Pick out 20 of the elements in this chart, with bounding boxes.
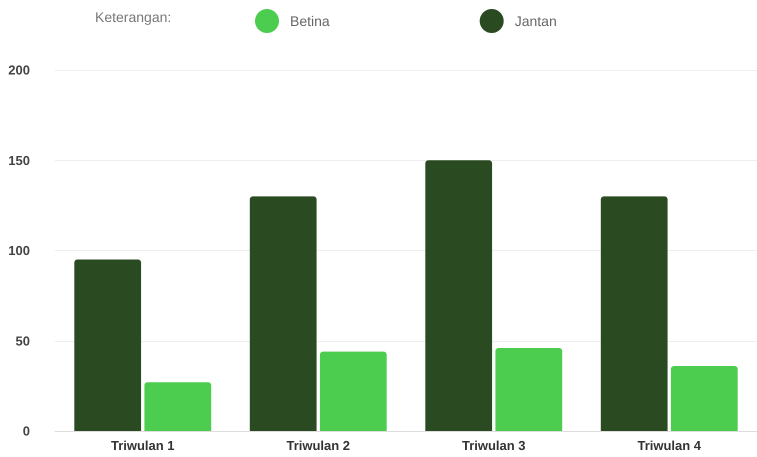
bar xyxy=(74,260,142,431)
y-tick-label: 100 xyxy=(8,243,30,258)
bar xyxy=(495,348,562,431)
bar xyxy=(320,352,387,431)
x-tick-label: Triwulan 3 xyxy=(462,438,526,453)
x-tick-label: Triwulan 1 xyxy=(110,438,175,453)
bar xyxy=(670,366,738,431)
x-tick-label: Triwulan 4 xyxy=(637,438,702,453)
legend-title: Keterangan: xyxy=(95,9,172,25)
bar xyxy=(425,160,492,431)
bar xyxy=(250,196,317,431)
y-tick-label: 150 xyxy=(8,152,30,168)
legend-label: Betina xyxy=(290,13,330,29)
y-tick-label: 50 xyxy=(16,333,30,348)
bar xyxy=(600,196,668,431)
x-tick-label: Triwulan 2 xyxy=(286,438,350,453)
y-tick-label: 0 xyxy=(22,424,30,438)
legend-label: Jantan xyxy=(514,13,557,29)
y-tick-label: 200 xyxy=(8,62,30,78)
bar xyxy=(144,382,212,431)
